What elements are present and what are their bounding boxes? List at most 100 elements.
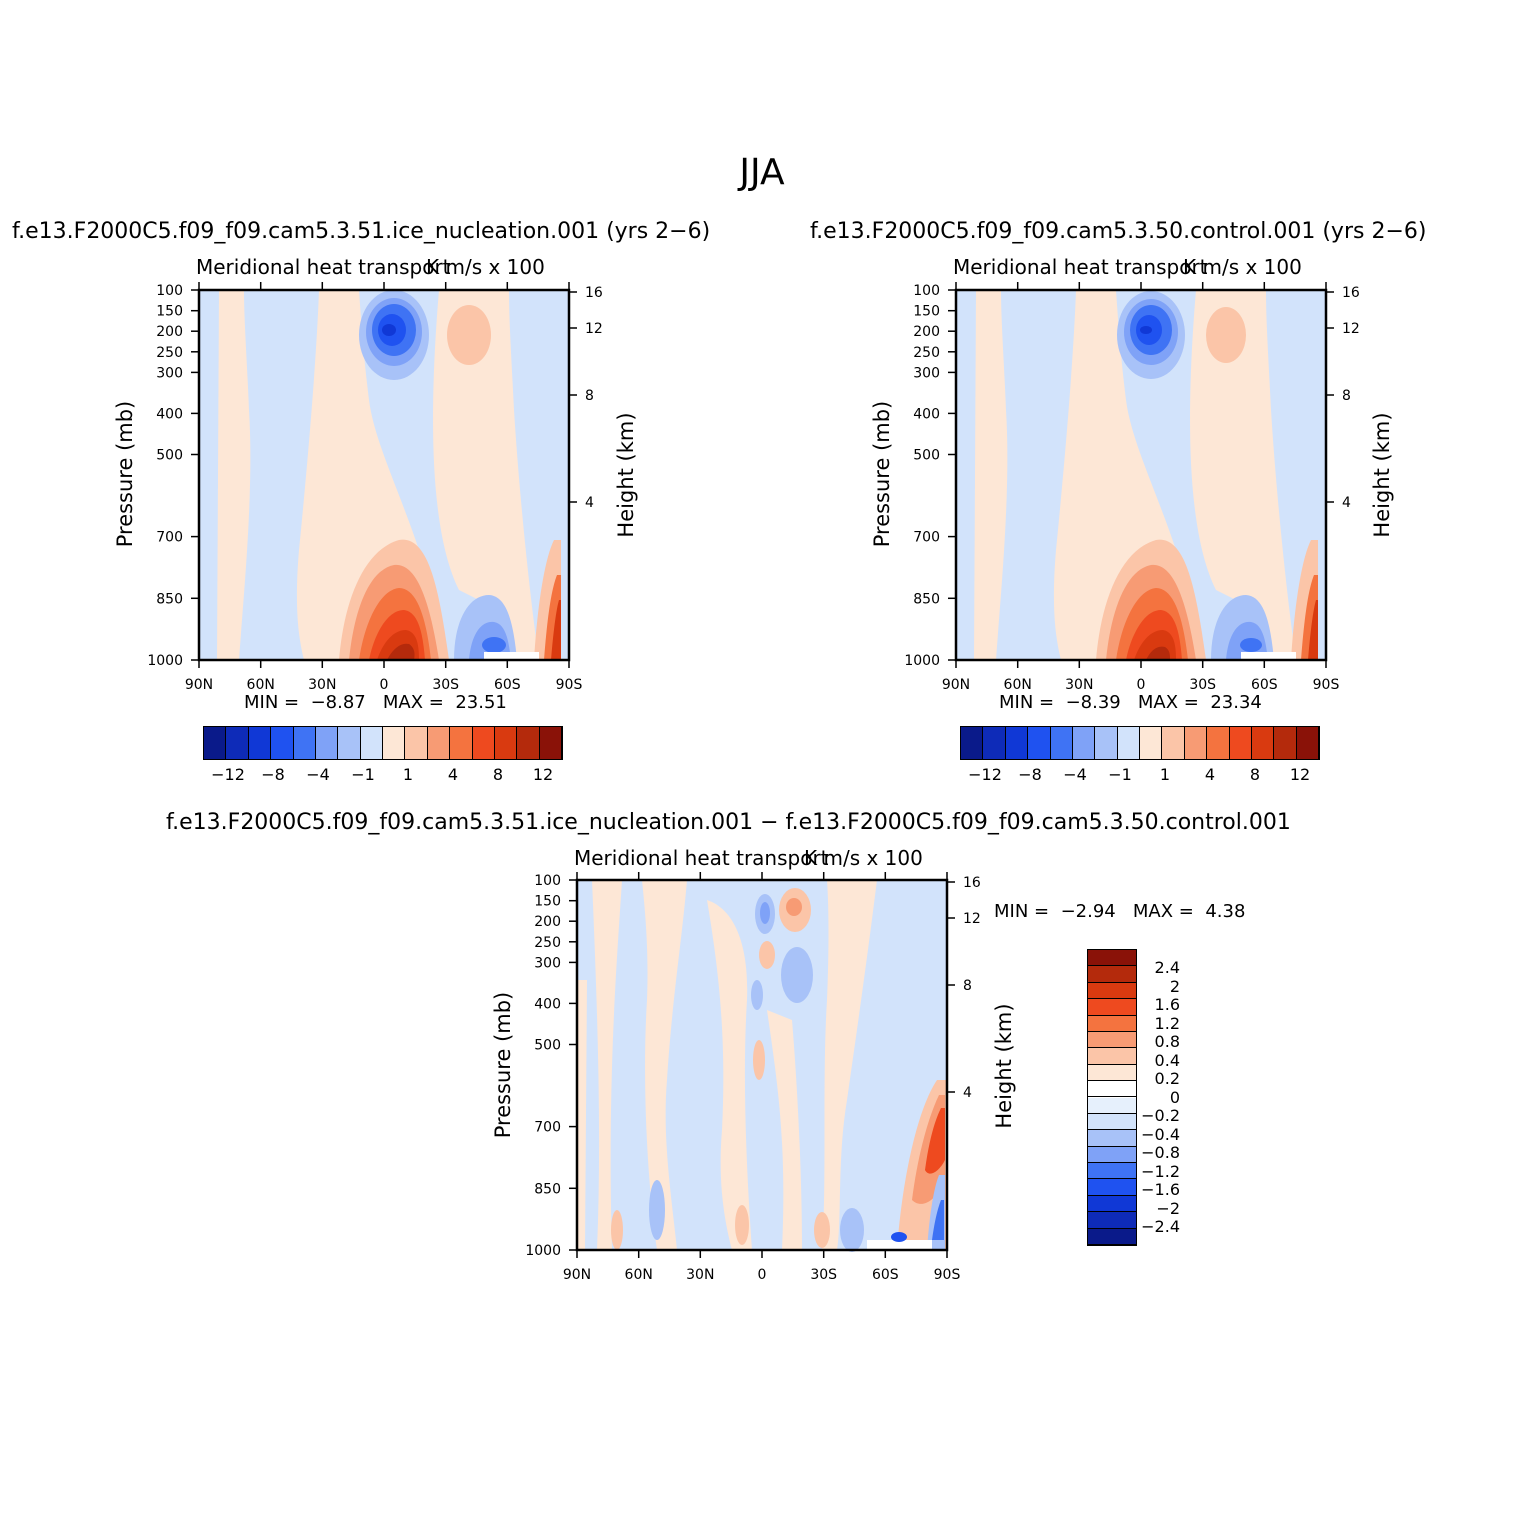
colorbar-box — [1207, 727, 1230, 759]
xtick: 60N — [247, 677, 275, 693]
ytick: 300 — [156, 365, 183, 381]
ytick: 850 — [534, 1181, 561, 1197]
ytick: 700 — [156, 530, 183, 546]
colorbar-box — [248, 727, 272, 759]
xtick: 0 — [1137, 677, 1146, 693]
colorbar-tick: −8 — [1018, 765, 1042, 784]
colorbar-box — [472, 727, 495, 759]
ytick: 100 — [913, 283, 940, 299]
ytick: 700 — [913, 530, 940, 546]
ytick: 200 — [534, 914, 561, 930]
xtick: 90N — [942, 677, 970, 693]
colorbar-box — [315, 727, 339, 759]
panel3-right-subtitle: K m/s x 100 — [804, 846, 923, 870]
ytick: 500 — [534, 1038, 561, 1054]
colorbar-box — [271, 727, 294, 759]
colorbar-tick: 12 — [532, 765, 554, 784]
panel2-minmax: MIN = −8.39 MAX = 23.34 — [999, 692, 1262, 713]
ytick: 400 — [534, 996, 561, 1012]
height-tick: 8 — [963, 978, 972, 994]
panel3-minmax: MIN = −2.94 MAX = 4.38 — [994, 901, 1246, 922]
colorbar-box — [1050, 727, 1073, 759]
colorbar-level: 2.4 — [1154, 958, 1180, 977]
colorbar-tick: −1 — [1108, 765, 1132, 784]
xtick: 30S — [810, 1267, 837, 1283]
height-tick: 4 — [1342, 495, 1351, 511]
colorbar-box — [1117, 727, 1140, 759]
ytick: 1000 — [147, 653, 183, 669]
colorbar-box — [1088, 1195, 1136, 1213]
colorbar-box — [1229, 727, 1252, 759]
panel2-ylabel-right: Height (km) — [1370, 412, 1394, 538]
colorbar-box — [450, 727, 473, 759]
colorbar-tick: −1 — [351, 765, 375, 784]
colorbar-level: 0 — [1169, 1087, 1180, 1107]
colorbar-box — [983, 727, 1006, 759]
colorbar-box — [1088, 966, 1136, 983]
xtick: 60S — [1251, 677, 1278, 693]
colorbar-box — [1088, 1015, 1136, 1032]
colorbar-level: 0.8 — [1154, 1032, 1180, 1051]
xtick: 90N — [563, 1267, 591, 1283]
ytick: 400 — [913, 406, 940, 422]
ytick: 250 — [156, 345, 183, 361]
colorbar-tick: −4 — [1063, 765, 1087, 784]
colorbar-box — [1140, 727, 1163, 759]
colorbar-box — [1088, 1113, 1136, 1131]
panel3-title: f.e13.F2000C5.f09_f09.cam5.3.51.ice_nucl… — [166, 810, 1291, 835]
xtick: 90S — [556, 677, 583, 693]
panel3-ylabel-right: Height (km) — [992, 1003, 1016, 1129]
figure-title: JJA — [739, 152, 785, 193]
panel1-ylabel: Pressure (mb) — [113, 400, 137, 548]
colorbar-level: −0.4 — [1141, 1124, 1180, 1144]
colorbar-tick: 1 — [402, 765, 414, 784]
colorbar-box — [1088, 1130, 1136, 1147]
ytick: 200 — [913, 324, 940, 340]
panel1-colorbar-ticks: −12 −8 −4 −1 1 4 8 12 — [203, 765, 563, 785]
xtick: 30S — [1189, 677, 1216, 693]
panel2-title: f.e13.F2000C5.f09_f09.cam5.3.50.control.… — [810, 219, 1427, 244]
colorbar-level: −1.6 — [1141, 1180, 1180, 1199]
height-tick: 8 — [1342, 388, 1351, 404]
height-tick: 16 — [585, 285, 603, 301]
ytick: 300 — [913, 365, 940, 381]
height-tick: 12 — [585, 321, 603, 337]
panel1-minmax: MIN = −8.87 MAX = 23.51 — [244, 692, 507, 713]
ytick: 700 — [534, 1120, 561, 1136]
xtick: 90S — [934, 1267, 961, 1283]
colorbar-tick: 8 — [1249, 765, 1261, 784]
ytick: 150 — [156, 304, 183, 320]
colorbar-tick: 12 — [1289, 765, 1311, 784]
xtick: 60N — [625, 1267, 653, 1283]
xtick: 0 — [380, 677, 389, 693]
colorbar-level: −2 — [1156, 1198, 1180, 1218]
colorbar-level: 2 — [1169, 976, 1180, 996]
colorbar-box — [539, 727, 562, 759]
ytick: 1000 — [525, 1243, 561, 1259]
colorbar-box — [338, 727, 361, 759]
height-tick: 8 — [585, 388, 594, 404]
panel2-colorbar — [960, 726, 1320, 760]
colorbar-box — [1088, 1179, 1136, 1196]
colorbar-tick: 8 — [492, 765, 504, 784]
colorbar-box — [1088, 1146, 1136, 1164]
ytick: 150 — [913, 304, 940, 320]
colorbar-box — [1088, 1212, 1136, 1229]
colorbar-box — [961, 727, 984, 759]
colorbar-box — [1028, 727, 1051, 759]
colorbar-level: −0.8 — [1141, 1143, 1180, 1162]
colorbar-box — [1088, 1048, 1136, 1065]
height-tick: 12 — [1342, 321, 1360, 337]
xtick: 60S — [872, 1267, 899, 1283]
colorbar-box — [1296, 727, 1319, 759]
colorbar-level: 0.2 — [1154, 1069, 1180, 1088]
ytick: 1000 — [904, 653, 940, 669]
ytick: 100 — [156, 283, 183, 299]
height-tick: 12 — [963, 911, 981, 927]
colorbar-box — [1095, 727, 1118, 759]
colorbar-box — [226, 727, 249, 759]
colorbar-box — [1274, 727, 1297, 759]
colorbar-box — [1162, 727, 1185, 759]
colorbar-level: −0.2 — [1141, 1106, 1180, 1125]
xtick: 60N — [1004, 677, 1032, 693]
